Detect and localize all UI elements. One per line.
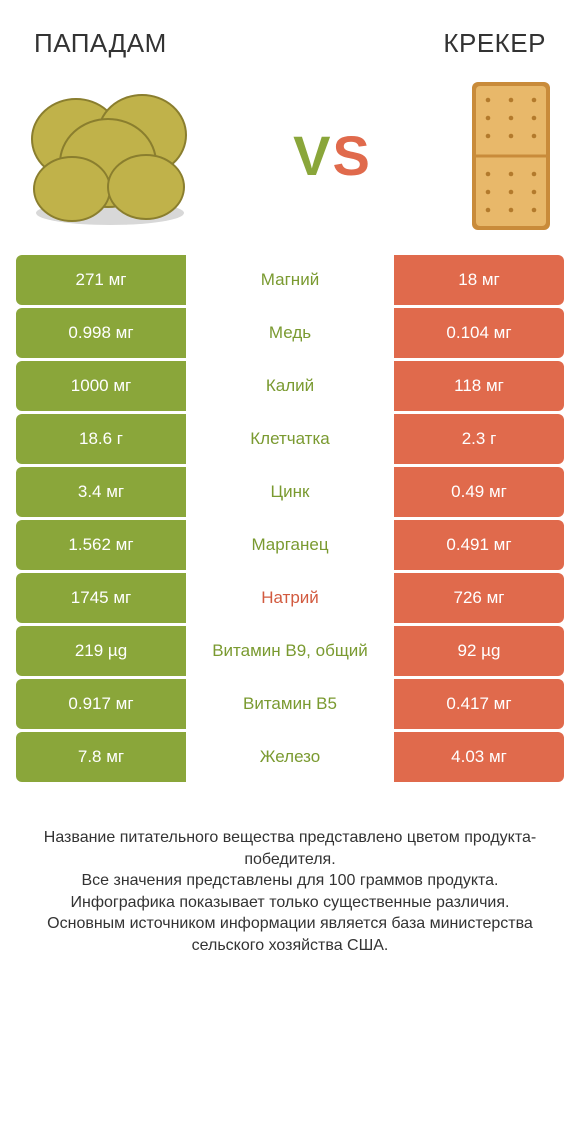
nutrient-name-cell: Цинк — [186, 467, 394, 517]
nutrient-name-cell: Витамин B5 — [186, 679, 394, 729]
nutrient-name-cell: Натрий — [186, 573, 394, 623]
table-row: 271 мгМагний18 мг — [16, 255, 564, 305]
nutrient-name-cell: Марганец — [186, 520, 394, 570]
left-value-cell: 271 мг — [16, 255, 186, 305]
left-value-cell: 18.6 г — [16, 414, 186, 464]
papadam-icon — [24, 81, 199, 231]
right-value-cell: 4.03 мг — [394, 732, 564, 782]
left-value-cell: 3.4 мг — [16, 467, 186, 517]
nutrient-name-cell: Клетчатка — [186, 414, 394, 464]
table-row: 0.917 мгВитамин B50.417 мг — [16, 679, 564, 729]
right-value-cell: 0.491 мг — [394, 520, 564, 570]
footer-line: Все значения представлены для 100 граммо… — [20, 870, 560, 892]
left-value-cell: 0.917 мг — [16, 679, 186, 729]
nutrient-name-cell: Медь — [186, 308, 394, 358]
right-value-cell: 726 мг — [394, 573, 564, 623]
nutrition-table: 271 мгМагний18 мг0.998 мгМедь0.104 мг100… — [16, 255, 564, 782]
right-value-cell: 0.417 мг — [394, 679, 564, 729]
table-row: 219 µgВитамин B9, общий92 µg — [16, 626, 564, 676]
right-product-title: КРЕКЕР — [443, 28, 546, 59]
table-row: 1.562 мгМарганец0.491 мг — [16, 520, 564, 570]
nutrient-name-cell: Магний — [186, 255, 394, 305]
left-value-cell: 0.998 мг — [16, 308, 186, 358]
images-row: VS — [0, 75, 580, 255]
right-value-cell: 18 мг — [394, 255, 564, 305]
right-value-cell: 2.3 г — [394, 414, 564, 464]
table-row: 0.998 мгМедь0.104 мг — [16, 308, 564, 358]
left-product-image — [24, 81, 199, 231]
left-value-cell: 219 µg — [16, 626, 186, 676]
left-value-cell: 7.8 мг — [16, 732, 186, 782]
right-value-cell: 118 мг — [394, 361, 564, 411]
nutrient-name-cell: Витамин B9, общий — [186, 626, 394, 676]
footer-notes: Название питательного вещества представл… — [0, 785, 580, 957]
table-row: 3.4 мгЦинк0.49 мг — [16, 467, 564, 517]
right-value-cell: 0.49 мг — [394, 467, 564, 517]
header-row: ПАПАДАМ КРЕКЕР — [0, 0, 580, 75]
vs-s: S — [333, 124, 372, 187]
vs-v: V — [293, 124, 332, 187]
table-row: 7.8 мгЖелезо4.03 мг — [16, 732, 564, 782]
footer-line: Инфографика показывает только существенн… — [20, 892, 560, 914]
vs-label: VS — [293, 128, 372, 184]
nutrient-name-cell: Железо — [186, 732, 394, 782]
footer-line: Название питательного вещества представл… — [20, 827, 560, 870]
left-value-cell: 1000 мг — [16, 361, 186, 411]
cracker-icon — [466, 76, 556, 236]
table-row: 1000 мгКалий118 мг — [16, 361, 564, 411]
table-row: 1745 мгНатрий726 мг — [16, 573, 564, 623]
left-value-cell: 1.562 мг — [16, 520, 186, 570]
nutrient-name-cell: Калий — [186, 361, 394, 411]
right-value-cell: 92 µg — [394, 626, 564, 676]
footer-line: Основным источником информации является … — [20, 913, 560, 956]
right-value-cell: 0.104 мг — [394, 308, 564, 358]
table-row: 18.6 гКлетчатка2.3 г — [16, 414, 564, 464]
right-product-image — [466, 76, 556, 236]
left-product-title: ПАПАДАМ — [34, 28, 167, 59]
left-value-cell: 1745 мг — [16, 573, 186, 623]
